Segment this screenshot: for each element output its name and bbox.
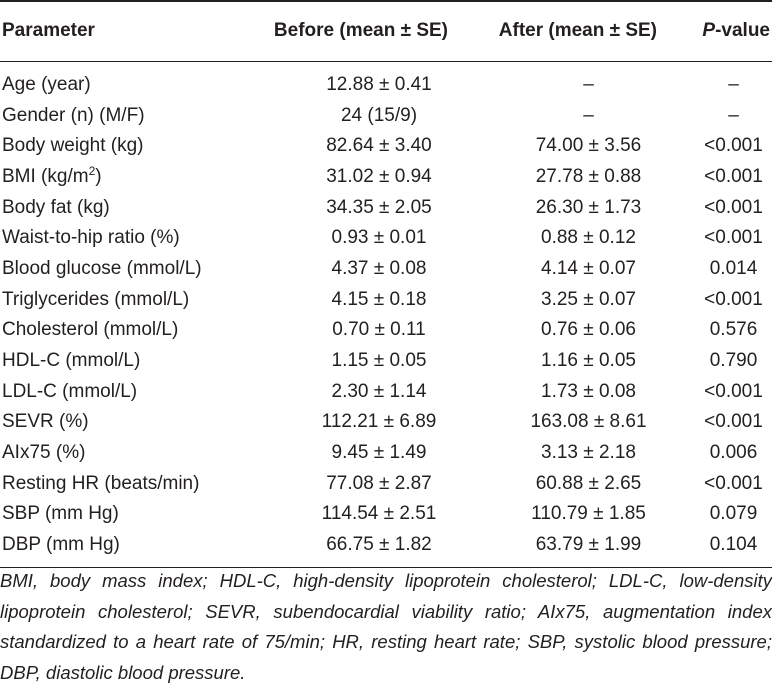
cell-before: 4.15 ± 0.18	[331, 288, 427, 310]
table-row: Body fat (kg) 34.35 ± 2.05 26.30 ± 1.73 <0.…	[0, 192, 772, 223]
cell-before: 66.75 ± 1.82	[248, 529, 460, 569]
cell-before: 34.35 ± 2.05	[326, 196, 432, 218]
header-p-value: P-value	[665, 0, 772, 62]
cell-parameter: Age (year)	[2, 73, 91, 95]
table-row: DBP (mm Hg) 66.75 ± 1.82 63.79 ± 1.99 0.104	[0, 529, 772, 569]
cell-before: 4.37 ± 0.08	[331, 257, 427, 279]
cell-parameter: Gender (n) (M/F)	[2, 104, 145, 126]
header-parameter: Parameter	[0, 0, 248, 62]
table-row: Blood glucose (mmol/L) 4.37 ± 0.08 4.14 ± …	[0, 254, 772, 285]
cell-p-value: <0.001	[704, 472, 763, 494]
cell-p-value: 0.006	[709, 442, 758, 464]
cell-p-value: 0.104	[665, 529, 772, 569]
cell-parameter: Cholesterol (mmol/L)	[2, 319, 179, 341]
cell-after: 26.30 ± 1.73	[535, 196, 642, 218]
cell-before: 24 (15/9)	[340, 104, 418, 126]
cell-p-value: <0.001	[704, 380, 763, 402]
cell-after: 1.16 ± 0.05	[541, 350, 636, 372]
cell-parameter: AIx75 (%)	[2, 442, 86, 464]
cell-before: 77.08 ± 2.87	[326, 472, 432, 494]
cell-parameter: DBP (mm Hg)	[0, 529, 248, 569]
cell-before: 0.70 ± 0.11	[332, 319, 426, 341]
cell-parameter: Resting HR (beats/min)	[2, 472, 200, 494]
parameter-text: BMI (kg/m	[2, 165, 89, 187]
cell-parameter: BMI (kg/m2)	[0, 162, 248, 193]
cell-before: 112.21 ± 6.89	[321, 411, 437, 433]
table-spacer	[0, 61, 772, 70]
cell-parameter: HDL-C (mmol/L)	[2, 350, 141, 372]
parameter-text-end: )	[95, 165, 102, 187]
header-p-italic: P	[702, 20, 716, 42]
table-footnote: BMI, body mass index; HDL-C, high-densit…	[0, 570, 772, 683]
cell-p-value: <0.001	[704, 411, 763, 433]
table-row: LDL-C (mmol/L) 2.30 ± 1.14 1.73 ± 0.08 <0.0…	[0, 376, 772, 407]
cell-p-value: 0.079	[709, 503, 758, 525]
cell-after: 60.88 ± 2.65	[535, 472, 642, 494]
table-row: Gender (n) (M/F) 24 (15/9) – –	[0, 100, 772, 131]
cell-parameter: LDL-C (mmol/L)	[2, 380, 138, 402]
header-after: After (mean ± SE)	[460, 0, 665, 62]
cell-parameter: Triglycerides (mmol/L)	[2, 288, 190, 310]
cell-parameter: Blood glucose (mmol/L)	[2, 257, 202, 279]
cell-after: 110.79 ± 1.85	[531, 503, 646, 525]
table-header: Parameter Before (mean ± SE) After (mean…	[0, 0, 772, 62]
cell-p-value: <0.001	[704, 288, 763, 310]
cell-after: 163.08 ± 8.61	[530, 411, 647, 433]
cell-p-value: <0.001	[704, 165, 763, 187]
cell-after: 1.73 ± 0.08	[541, 380, 636, 402]
table-row: SEVR (%) 112.21 ± 6.89 163.08 ± 8.61 <0.001	[0, 407, 772, 438]
cell-parameter: SEVR (%)	[2, 411, 89, 433]
cell-p-value: –	[728, 73, 739, 95]
cell-p-value: 0.014	[709, 257, 758, 279]
cell-p-value: <0.001	[704, 227, 763, 249]
table-row: AIx75 (%) 9.45 ± 1.49 3.13 ± 2.18 0.006	[0, 438, 772, 469]
table-row: Cholesterol (mmol/L) 0.70 ± 0.11 0.76 ± 0.…	[0, 315, 772, 346]
results-table: Parameter Before (mean ± SE) After (mean…	[0, 0, 772, 569]
cell-p-value: 0.790	[709, 350, 758, 372]
cell-p-value: <0.001	[704, 135, 763, 157]
cell-after: 74.00 ± 3.56	[535, 135, 642, 157]
cell-after: 3.25 ± 0.07	[541, 288, 636, 310]
cell-before: 2.30 ± 1.14	[331, 380, 427, 402]
cell-after: 63.79 ± 1.99	[460, 529, 665, 569]
cell-after: 4.14 ± 0.07	[541, 257, 636, 279]
table-row: BMI (kg/m2) 31.02 ± 0.94 27.78 ± 0.88 <0.00…	[0, 162, 772, 193]
cell-p-value: –	[728, 104, 739, 126]
table-body: Age (year) 12.88 ± 0.41– – Gender (n) (M/F)…	[0, 61, 772, 569]
cell-before: 1.15 ± 0.05	[331, 350, 427, 372]
table-row: HDL-C (mmol/L) 1.15 ± 0.05 1.16 ± 0.05 0.79…	[0, 346, 772, 377]
cell-parameter: Body weight (kg)	[2, 135, 144, 157]
cell-parameter: Waist-to-hip ratio (%)	[2, 227, 180, 249]
cell-before: 12.88 ± 0.41	[326, 73, 432, 95]
table-row: Triglycerides (mmol/L) 4.15 ± 0.18 3.25 ± …	[0, 284, 772, 315]
table-row: Waist-to-hip ratio (%) 0.93 ± 0.01 0.88 ± …	[0, 223, 772, 254]
table-row: Resting HR (beats/min) 77.08 ± 2.87 60.88 …	[0, 468, 772, 499]
cell-before: 31.02 ± 0.94	[326, 165, 432, 187]
parameter-superscript: 2	[88, 163, 96, 178]
table-row: Age (year) 12.88 ± 0.41 – –	[0, 70, 772, 101]
cell-after: 3.13 ± 2.18	[541, 442, 636, 464]
cell-after: 0.76 ± 0.06	[541, 319, 636, 341]
cell-before: 9.45 ± 1.49	[331, 442, 427, 464]
header-row: Parameter Before (mean ± SE) After (mean…	[0, 0, 772, 62]
cell-before: 0.93 ± 0.01	[331, 227, 427, 249]
cell-parameter: Body fat (kg)	[2, 196, 110, 218]
cell-p-value: 0.576	[709, 319, 758, 341]
cell-after: 0.88 ± 0.12	[541, 227, 636, 249]
cell-p-value: <0.001	[704, 196, 763, 218]
cell-before: 114.54 ± 2.51	[321, 503, 437, 525]
cell-before: 82.64 ± 3.40	[326, 135, 432, 157]
header-p-rest: -value	[715, 20, 770, 42]
table-row: Body weight (kg) 82.64 ± 3.40 74.00 ± 3.56…	[0, 131, 772, 162]
table-row: SBP (mm Hg) 114.54 ± 2.51 110.79 ± 1.85 0.0…	[0, 499, 772, 530]
cell-after: –	[583, 73, 594, 95]
cell-after: –	[583, 104, 594, 126]
cell-parameter: SBP (mm Hg)	[2, 503, 119, 525]
header-before: Before (mean ± SE)	[248, 0, 460, 62]
cell-after: 27.78 ± 0.88	[535, 165, 642, 187]
